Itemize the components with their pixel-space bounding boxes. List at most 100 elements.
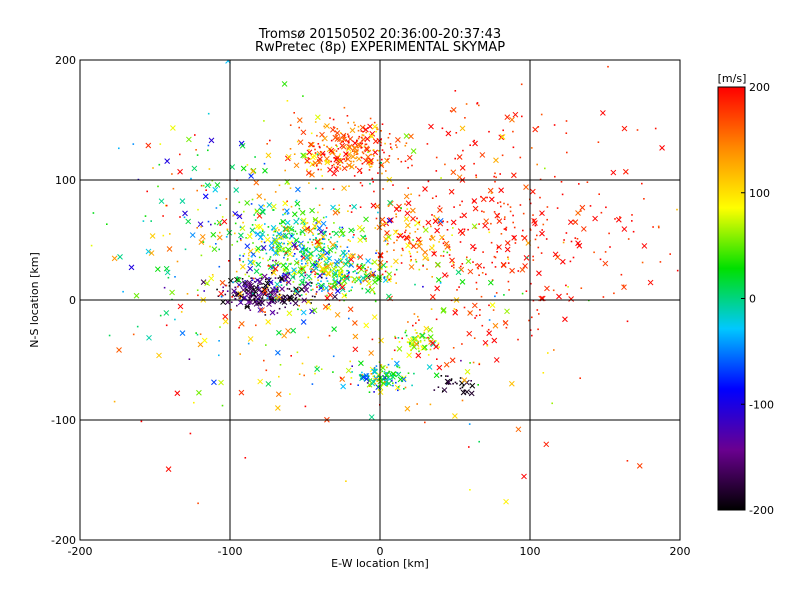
scatter-point-cross bbox=[348, 256, 355, 263]
scatter-point-dot bbox=[381, 123, 384, 125]
scatter-point-dot bbox=[525, 290, 528, 292]
scatter-point-cross bbox=[364, 146, 370, 153]
scatter-point-cross bbox=[257, 307, 264, 313]
scatter-point-dot bbox=[252, 242, 254, 244]
scatter-point-dot bbox=[328, 282, 330, 285]
scatter-point-cross bbox=[387, 199, 393, 206]
scatter-point-dot bbox=[312, 238, 315, 241]
scatter-point-dot bbox=[289, 124, 292, 126]
scatter-point-dot bbox=[321, 139, 324, 142]
scatter-point-dot bbox=[323, 243, 326, 245]
scatter-point-dot bbox=[346, 115, 349, 117]
scatter-point-dot bbox=[388, 155, 391, 157]
scatter-point-dot bbox=[397, 337, 400, 339]
scatter-point-cross bbox=[247, 286, 254, 293]
scatter-point-dot bbox=[337, 148, 340, 150]
scatter-point-dot bbox=[350, 276, 352, 278]
scatter-point-cross bbox=[145, 142, 152, 149]
scatter-point-cross bbox=[244, 200, 251, 206]
scatter-point-cross bbox=[322, 267, 329, 273]
scatter-point-dot bbox=[363, 137, 366, 140]
scatter-point-dot bbox=[356, 149, 359, 152]
scatter-point-dot bbox=[481, 324, 484, 327]
scatter-point-dot bbox=[365, 131, 367, 134]
scatter-point-dot bbox=[397, 389, 399, 392]
scatter-point-cross bbox=[291, 267, 297, 273]
scatter-point-dot bbox=[323, 283, 325, 285]
scatter-point-dot bbox=[567, 286, 569, 288]
scatter-point-dot bbox=[469, 362, 471, 364]
scatter-point-dot bbox=[576, 238, 579, 240]
scatter-point-dot bbox=[275, 295, 277, 297]
scatter-point-dot bbox=[357, 384, 359, 386]
scatter-point-dot bbox=[290, 248, 292, 251]
scatter-point-cross bbox=[457, 228, 464, 234]
scatter-point-dot bbox=[304, 274, 307, 277]
scatter-point-dot bbox=[302, 247, 304, 250]
scatter-point-cross bbox=[275, 391, 282, 398]
scatter-point-dot bbox=[365, 237, 367, 240]
scatter-point-cross bbox=[257, 378, 264, 385]
scatter-point-dot bbox=[361, 162, 364, 165]
scatter-point-cross bbox=[468, 390, 475, 397]
scatter-point-cross bbox=[419, 332, 426, 339]
scatter-point-dot bbox=[375, 365, 378, 367]
scatter-point-dot bbox=[219, 326, 221, 328]
scatter-point-dot bbox=[284, 306, 286, 309]
scatter-point-dot bbox=[520, 83, 523, 86]
scatter-point-dot bbox=[496, 246, 499, 249]
scatter-point-dot bbox=[417, 342, 419, 345]
scatter-point-dot bbox=[503, 202, 505, 205]
scatter-point-cross bbox=[393, 206, 400, 212]
scatter-point-cross bbox=[170, 125, 176, 131]
x-tick-label: -200 bbox=[68, 545, 93, 558]
scatter-point-dot bbox=[225, 284, 228, 287]
scatter-point-dot bbox=[418, 319, 420, 321]
scatter-point-dot bbox=[373, 391, 375, 393]
scatter-point-cross bbox=[312, 216, 319, 223]
scatter-point-cross bbox=[149, 233, 156, 239]
scatter-point-cross bbox=[328, 147, 335, 154]
scatter-point-dot bbox=[317, 159, 319, 161]
scatter-point-dot bbox=[355, 166, 357, 168]
scatter-point-dot bbox=[494, 266, 497, 268]
scatter-point-dot bbox=[386, 372, 389, 374]
scatter-point-dot bbox=[389, 372, 392, 375]
scatter-point-cross bbox=[320, 220, 327, 227]
scatter-point-dot bbox=[404, 331, 407, 334]
scatter-point-dot bbox=[334, 287, 337, 289]
scatter-point-dot bbox=[467, 228, 469, 231]
scatter-point-cross bbox=[212, 186, 219, 193]
scatter-point-cross bbox=[265, 381, 272, 387]
scatter-point-dot bbox=[146, 190, 148, 193]
scatter-point-dot bbox=[359, 283, 362, 285]
scatter-point-dot bbox=[475, 314, 478, 317]
scatter-point-dot bbox=[322, 248, 325, 251]
scatter-point-cross bbox=[435, 261, 441, 268]
scatter-point-dot bbox=[251, 198, 254, 201]
scatter-point-dot bbox=[499, 201, 502, 203]
scatter-point-dot bbox=[380, 162, 382, 164]
scatter-point-dot bbox=[605, 206, 607, 209]
scatter-point-dot bbox=[481, 210, 483, 213]
scatter-point-dot bbox=[418, 194, 421, 197]
scatter-point-dot bbox=[336, 240, 339, 243]
scatter-point-cross bbox=[472, 140, 478, 147]
scatter-point-dot bbox=[234, 286, 236, 289]
scatter-point-dot bbox=[409, 255, 412, 258]
scatter-point-dot bbox=[329, 233, 331, 235]
scatter-point-dot bbox=[286, 259, 289, 261]
scatter-point-dot bbox=[244, 280, 246, 282]
scatter-point-dot bbox=[362, 134, 365, 137]
scatter-point-dot bbox=[398, 366, 401, 369]
scatter-point-cross bbox=[163, 265, 170, 272]
scatter-point-dot bbox=[362, 130, 364, 133]
scatter-point-dot bbox=[357, 137, 360, 140]
scatter-point-dot bbox=[331, 164, 333, 167]
scatter-point-dot bbox=[279, 248, 282, 251]
scatter-point-dot bbox=[369, 160, 372, 163]
scatter-point-dot bbox=[291, 232, 293, 235]
scatter-point-dot bbox=[335, 266, 338, 269]
scatter-point-dot bbox=[446, 251, 449, 254]
scatter-point-dot bbox=[311, 383, 314, 385]
